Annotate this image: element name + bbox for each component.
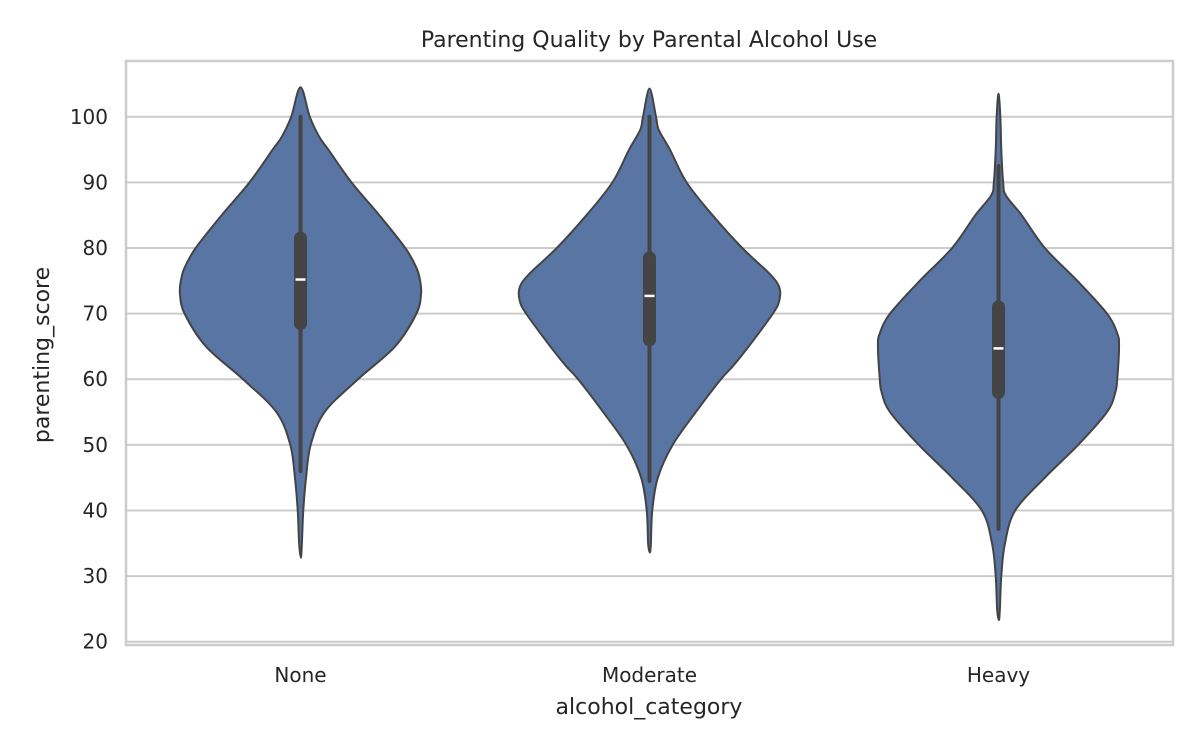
iqr-box-none: [294, 231, 307, 331]
y-tick-label: 40: [83, 498, 108, 522]
x-tick-label: Heavy: [967, 663, 1030, 687]
y-axis-label: parenting_score: [30, 267, 55, 443]
iqr-box-heavy: [992, 300, 1005, 399]
y-tick-label: 90: [83, 170, 108, 194]
x-tick-label: Moderate: [602, 663, 697, 687]
y-tick-label: 30: [83, 564, 108, 588]
x-tick-labels: None Moderate Heavy: [274, 663, 1030, 687]
y-tick-label: 70: [83, 302, 108, 326]
y-tick-label: 60: [83, 367, 108, 391]
x-axis-label: alcohol_category: [556, 695, 743, 720]
y-tick-label: 50: [83, 433, 108, 457]
y-tick-label: 100: [70, 105, 108, 129]
iqr-box-moderate: [643, 251, 656, 347]
plot-frame: [124, 59, 1175, 647]
y-tick-label: 80: [83, 236, 108, 260]
y-tick-label: 20: [83, 630, 108, 654]
y-tick-labels: 20 30 40 50 60 70 80 90 100: [70, 105, 108, 654]
violins: [178, 86, 1121, 622]
x-tick-label: None: [274, 663, 326, 687]
chart-title: Parenting Quality by Parental Alcohol Us…: [421, 28, 877, 53]
